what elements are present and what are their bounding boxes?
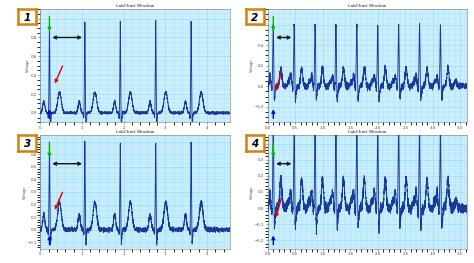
Y-axis label: Voltage: Voltage [26,59,30,72]
Y-axis label: Voltage: Voltage [250,59,254,72]
Text: 2: 2 [251,13,259,23]
Text: 3: 3 [24,139,31,149]
Text: 1: 1 [24,13,31,23]
Title: LabChart Window: LabChart Window [348,130,386,134]
Title: LabChart Window: LabChart Window [116,130,154,134]
Text: 4: 4 [251,139,259,149]
Y-axis label: Voltage: Voltage [23,185,27,199]
Title: LabChart Window: LabChart Window [116,4,154,8]
Title: LabChart Window: LabChart Window [348,4,386,8]
Y-axis label: Voltage: Voltage [250,185,254,199]
